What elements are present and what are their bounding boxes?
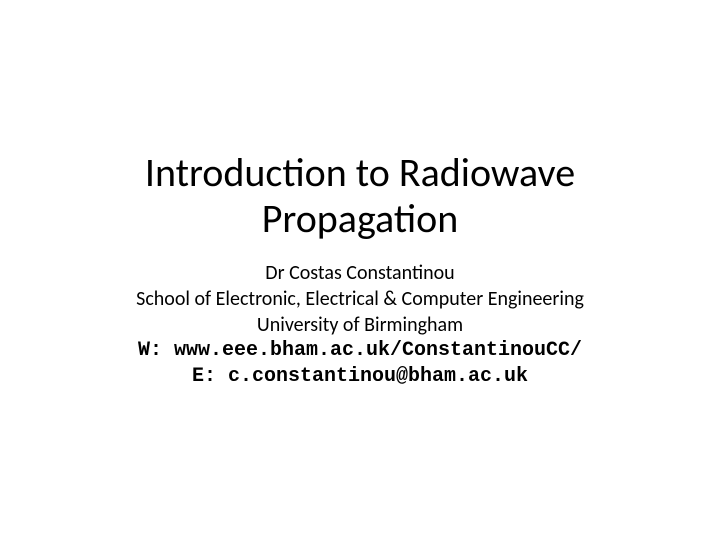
slide-title: Introduction to Radiowave Propagation xyxy=(60,150,660,242)
email-line: E: c.constantinou@bham.ac.uk xyxy=(136,364,584,390)
author-name: Dr Costas Constantinou xyxy=(136,260,584,286)
school-name: School of Electronic, Electrical & Compu… xyxy=(136,286,584,312)
website-line: W: www.eee.bham.ac.uk/ConstantinouCC/ xyxy=(136,338,584,364)
university-name: University of Birmingham xyxy=(136,312,584,338)
subtitle-block: Dr Costas Constantinou School of Electro… xyxy=(136,260,584,390)
